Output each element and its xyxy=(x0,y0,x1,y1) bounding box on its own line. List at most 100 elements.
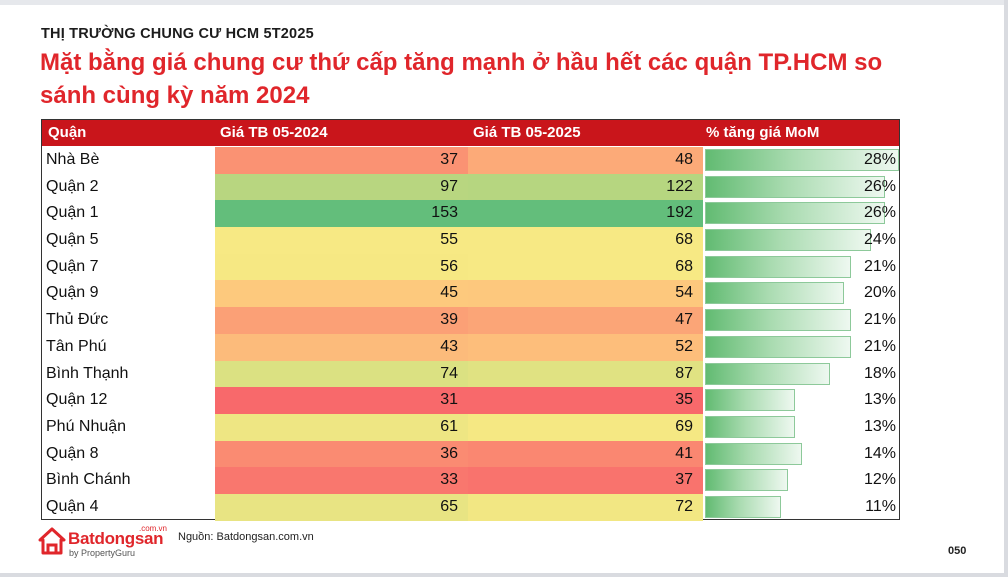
mom-data-bar xyxy=(705,389,795,412)
mom-value: 26% xyxy=(863,204,896,222)
mom-cell: 13% xyxy=(703,414,899,441)
price-2024-cell: 37 xyxy=(215,147,468,174)
mom-cell: 20% xyxy=(703,280,899,307)
table-row: Quận 1 153 192 26% xyxy=(42,200,899,228)
table-row: Bình Thạnh 74 87 18% xyxy=(42,360,899,388)
header-price-2025: Giá TB 05-2025 xyxy=(473,124,581,141)
price-2025-cell: 41 xyxy=(468,440,703,468)
slide-headline: Mặt bằng giá chung cư thứ cấp tăng mạnh … xyxy=(40,49,883,109)
price-2024-cell: 36 xyxy=(215,440,468,468)
price-2025-cell: 52 xyxy=(468,333,703,361)
district-name: Quận 9 xyxy=(46,284,99,302)
mom-data-bar xyxy=(705,442,802,465)
mom-data-bar xyxy=(705,362,830,385)
district-name: Quận 1 xyxy=(46,204,99,222)
district-name: Nhà Bè xyxy=(46,151,100,168)
price-table: Quận Giá TB 05-2024 Giá TB 05-2025 % tăn… xyxy=(41,119,900,521)
mom-value: 26% xyxy=(863,177,896,195)
district-name: Quận 8 xyxy=(46,444,99,462)
mom-cell: 12% xyxy=(703,467,899,494)
mom-data-bar xyxy=(705,202,885,225)
table-header: Quận Giá TB 05-2024 Giá TB 05-2025 % tăn… xyxy=(42,120,899,146)
mom-value: 21% xyxy=(863,257,896,275)
mom-value: 20% xyxy=(863,284,896,302)
mom-value: 13% xyxy=(863,417,896,435)
district-name: Quận 7 xyxy=(46,257,99,275)
price-2024-cell: 74 xyxy=(215,360,468,388)
bottom-frame xyxy=(0,573,1008,577)
mom-cell: 13% xyxy=(703,387,899,414)
mom-cell: 18% xyxy=(703,361,899,388)
brand-name: Batdongsan xyxy=(68,529,164,548)
brand-suffix: .com.vn xyxy=(139,524,168,533)
mom-data-bar xyxy=(705,335,851,358)
table-row: Quận 9 45 54 20% xyxy=(42,280,899,308)
price-2024-cell: 33 xyxy=(215,467,468,494)
mom-value: 13% xyxy=(863,391,896,409)
price-2025-cell: 72 xyxy=(468,493,703,521)
mom-data-bar xyxy=(705,495,781,518)
table-row: Quận 2 97 122 26% xyxy=(42,173,899,201)
table-row: Quận 7 56 68 21% xyxy=(42,253,899,281)
house-logo-icon xyxy=(38,527,66,555)
mom-data-bar xyxy=(705,229,871,252)
mom-cell: 21% xyxy=(703,254,899,281)
price-2024-cell: 61 xyxy=(215,413,468,441)
price-2025-cell: 37 xyxy=(468,467,703,494)
top-frame xyxy=(0,0,1008,5)
mom-cell: 26% xyxy=(703,174,899,201)
district-name: Bình Thạnh xyxy=(46,364,129,382)
price-2024-cell: 43 xyxy=(215,333,468,361)
district-name: Quận 5 xyxy=(46,231,99,249)
mom-cell: 11% xyxy=(703,494,899,521)
mom-data-bar xyxy=(705,282,844,305)
price-2025-cell: 54 xyxy=(468,280,703,308)
price-2025-cell: 47 xyxy=(468,307,703,334)
mom-data-bar xyxy=(705,309,851,332)
table-row: Nhà Bè 37 48 28% xyxy=(42,147,899,174)
mom-data-bar xyxy=(705,175,885,198)
batdongsan-logo: Batdongsan .com.vn by PropertyGuru xyxy=(37,524,167,560)
mom-value: 12% xyxy=(863,471,896,489)
mom-value: 21% xyxy=(863,311,896,329)
right-frame xyxy=(1004,0,1008,577)
page-number: 050 xyxy=(948,545,967,557)
table-row: Tân Phú 43 52 21% xyxy=(42,333,899,361)
mom-cell: 28% xyxy=(703,147,899,174)
source-note: Nguồn: Batdongsan.com.vn xyxy=(178,531,314,543)
mom-value: 21% xyxy=(863,337,896,355)
price-2025-cell: 68 xyxy=(468,227,703,254)
price-2024-cell: 55 xyxy=(215,227,468,254)
mom-cell: 24% xyxy=(703,227,899,254)
price-2025-cell: 35 xyxy=(468,387,703,414)
mom-data-bar xyxy=(705,255,851,278)
table-row: Quận 4 65 72 11% xyxy=(42,493,899,521)
mom-value: 28% xyxy=(863,151,896,168)
header-price-2024: Giá TB 05-2024 xyxy=(220,124,328,141)
mom-cell: 14% xyxy=(703,441,899,468)
price-2024-cell: 65 xyxy=(215,493,468,521)
table-row: Quận 8 36 41 14% xyxy=(42,440,899,468)
district-name: Bình Chánh xyxy=(46,471,131,489)
mom-value: 18% xyxy=(863,364,896,382)
mom-data-bar xyxy=(705,149,899,171)
price-2025-cell: 48 xyxy=(468,147,703,174)
price-2025-cell: 68 xyxy=(468,253,703,281)
district-name: Quận 2 xyxy=(46,177,99,195)
brand-by: by PropertyGuru xyxy=(69,548,136,558)
district-name: Quận 12 xyxy=(46,391,108,409)
mom-value: 11% xyxy=(865,497,896,515)
price-2025-cell: 122 xyxy=(468,173,703,201)
price-2024-cell: 97 xyxy=(215,173,468,201)
mom-cell: 21% xyxy=(703,307,899,334)
mom-data-bar xyxy=(705,469,788,492)
price-2024-cell: 39 xyxy=(215,307,468,334)
table-row: Bình Chánh 33 37 12% xyxy=(42,467,899,494)
mom-cell: 21% xyxy=(703,334,899,361)
price-2024-cell: 45 xyxy=(215,280,468,308)
price-2024-cell: 31 xyxy=(215,387,468,414)
table-row: Thủ Đức 39 47 21% xyxy=(42,307,899,334)
mom-value: 24% xyxy=(863,231,896,249)
table-row: Quận 12 31 35 13% xyxy=(42,387,899,414)
table-row: Phú Nhuận 61 69 13% xyxy=(42,413,899,441)
